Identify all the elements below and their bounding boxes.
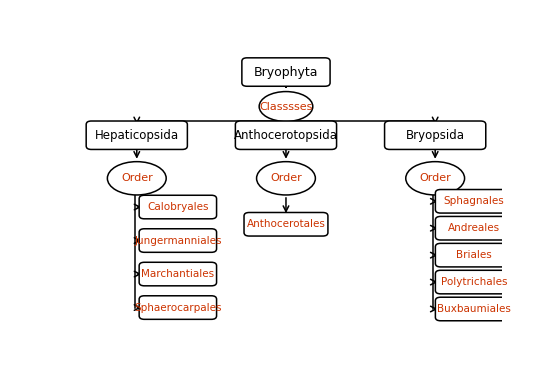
FancyBboxPatch shape [435, 189, 513, 213]
Text: Jungermanniales: Jungermanniales [134, 235, 222, 245]
Text: Hepaticopsida: Hepaticopsida [95, 129, 179, 142]
Text: Bryophyta: Bryophyta [254, 66, 318, 79]
Text: Sphagnales: Sphagnales [444, 196, 504, 206]
Text: Anthocerotopsida: Anthocerotopsida [234, 129, 338, 142]
Ellipse shape [259, 92, 313, 122]
Ellipse shape [406, 162, 465, 195]
FancyBboxPatch shape [244, 213, 328, 236]
FancyBboxPatch shape [435, 297, 513, 321]
FancyBboxPatch shape [384, 121, 486, 150]
FancyBboxPatch shape [235, 121, 336, 150]
Text: Bryopsida: Bryopsida [406, 129, 465, 142]
FancyBboxPatch shape [139, 229, 217, 252]
FancyBboxPatch shape [435, 216, 513, 240]
FancyBboxPatch shape [139, 195, 217, 219]
Text: Polytrichales: Polytrichales [441, 277, 507, 287]
Ellipse shape [107, 162, 166, 195]
FancyBboxPatch shape [86, 121, 187, 150]
Text: Order: Order [419, 173, 451, 183]
Text: Buxbaumiales: Buxbaumiales [437, 304, 511, 314]
FancyBboxPatch shape [435, 243, 513, 267]
Text: Sphaerocarpales: Sphaerocarpales [134, 303, 222, 313]
FancyBboxPatch shape [139, 296, 217, 319]
Text: Marchantiales: Marchantiales [141, 269, 214, 279]
Text: Andreales: Andreales [448, 223, 500, 233]
Text: Classsses: Classsses [259, 101, 312, 112]
Text: Briales: Briales [456, 250, 492, 260]
Text: Order: Order [270, 173, 302, 183]
Text: Anthocerotales: Anthocerotales [247, 219, 325, 229]
FancyBboxPatch shape [139, 262, 217, 286]
Ellipse shape [257, 162, 315, 195]
Text: Calobryales: Calobryales [147, 202, 209, 212]
Text: Order: Order [121, 173, 153, 183]
FancyBboxPatch shape [435, 270, 513, 294]
FancyBboxPatch shape [242, 58, 330, 86]
